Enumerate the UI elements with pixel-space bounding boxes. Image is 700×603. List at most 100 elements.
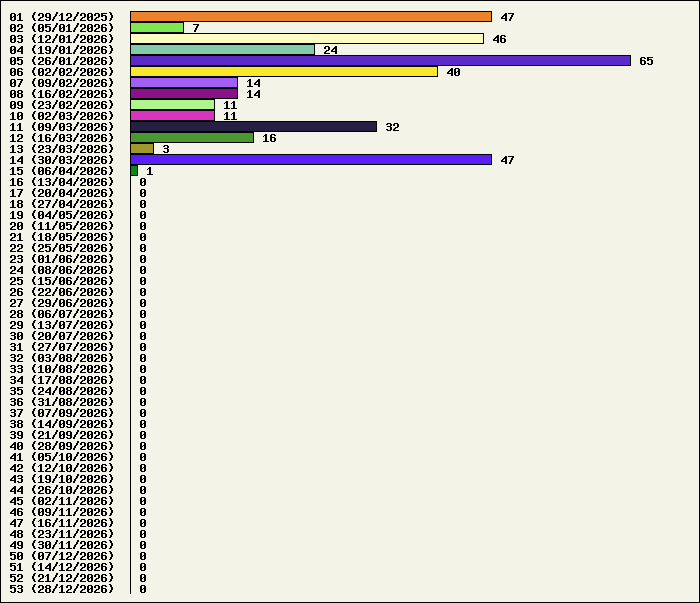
row-category-label	[10, 23, 113, 32]
row-value-label	[247, 90, 260, 98]
bar-fill	[131, 144, 153, 153]
bar-fill	[131, 56, 630, 65]
axis-segment	[130, 418, 131, 429]
row-category-label	[10, 507, 113, 516]
row-category-label	[10, 122, 113, 131]
row-value-label	[140, 299, 146, 307]
row-category-label	[10, 419, 113, 428]
row-value-label	[447, 68, 460, 76]
row-category-label	[10, 441, 113, 450]
chart-row	[10, 242, 146, 253]
row-category-label	[10, 529, 113, 538]
chart-row	[10, 473, 146, 484]
axis-segment	[130, 385, 131, 396]
bar-fill	[131, 34, 483, 43]
chart-row	[10, 330, 146, 341]
chart-row	[10, 561, 146, 572]
row-category-label	[10, 320, 113, 329]
axis-segment	[130, 308, 131, 319]
chart-row	[10, 583, 146, 594]
row-value-label	[140, 442, 146, 450]
chart-row	[10, 462, 146, 473]
row-value-label	[247, 79, 260, 87]
axis-segment	[130, 528, 131, 539]
row-value-label	[140, 200, 146, 208]
axis-segment	[130, 539, 131, 550]
row-value-label	[140, 189, 146, 197]
row-value-label	[140, 519, 146, 527]
chart-row	[10, 187, 146, 198]
row-category-label	[10, 177, 113, 186]
bar-fill	[131, 100, 214, 109]
axis-segment	[130, 275, 131, 286]
chart-row	[10, 319, 146, 330]
chart-row	[10, 77, 260, 88]
axis-segment	[130, 198, 131, 209]
chart-row	[10, 308, 146, 319]
row-value-label	[163, 145, 169, 153]
chart-row	[10, 44, 337, 55]
chart-row	[10, 11, 514, 22]
row-category-label	[10, 287, 113, 296]
axis-segment	[130, 495, 131, 506]
axis-segment	[130, 352, 131, 363]
row-value-label	[140, 464, 146, 472]
row-value-label	[140, 530, 146, 538]
chart-row	[10, 484, 146, 495]
axis-segment	[130, 429, 131, 440]
axis-segment	[130, 264, 131, 275]
row-value-label	[140, 321, 146, 329]
chart-row	[10, 341, 146, 352]
chart-row	[10, 407, 146, 418]
row-value-label	[501, 156, 514, 164]
axis-segment	[130, 187, 131, 198]
row-value-label	[140, 266, 146, 274]
row-value-label	[140, 332, 146, 340]
row-category-label	[10, 573, 113, 582]
row-category-label	[10, 364, 113, 373]
row-category-label	[10, 496, 113, 505]
row-value-label	[140, 365, 146, 373]
row-category-label	[10, 386, 113, 395]
row-category-label	[10, 265, 113, 274]
chart-row	[10, 176, 146, 187]
chart-row	[10, 55, 653, 66]
chart-row	[10, 154, 514, 165]
axis-segment	[130, 253, 131, 264]
axis-segment	[130, 220, 131, 231]
axis-segment	[130, 407, 131, 418]
row-value-label	[140, 277, 146, 285]
row-value-label	[140, 343, 146, 351]
row-value-label	[386, 123, 399, 131]
axis-segment	[130, 396, 131, 407]
row-value-label	[224, 112, 237, 120]
row-value-label	[140, 178, 146, 186]
axis-segment	[130, 319, 131, 330]
axis-segment	[130, 583, 131, 594]
row-value-label	[140, 409, 146, 417]
chart-row	[10, 22, 199, 33]
chart-row	[10, 110, 237, 121]
row-category-label	[10, 144, 113, 153]
row-value-label	[140, 585, 146, 593]
row-category-label	[10, 375, 113, 384]
chart-row	[10, 275, 146, 286]
row-category-label	[10, 276, 113, 285]
row-category-label	[10, 540, 113, 549]
axis-segment	[130, 374, 131, 385]
chart-row	[10, 396, 146, 407]
row-category-label	[10, 56, 113, 65]
row-value-label	[224, 101, 237, 109]
row-value-label	[640, 57, 653, 65]
chart-row	[10, 418, 146, 429]
chart-row	[10, 286, 146, 297]
row-category-label	[10, 243, 113, 252]
row-value-label	[140, 376, 146, 384]
chart-row	[10, 253, 146, 264]
row-category-label	[10, 474, 113, 483]
axis-segment	[130, 506, 131, 517]
row-value-label	[324, 46, 337, 54]
axis-segment	[130, 363, 131, 374]
row-category-label	[10, 518, 113, 527]
